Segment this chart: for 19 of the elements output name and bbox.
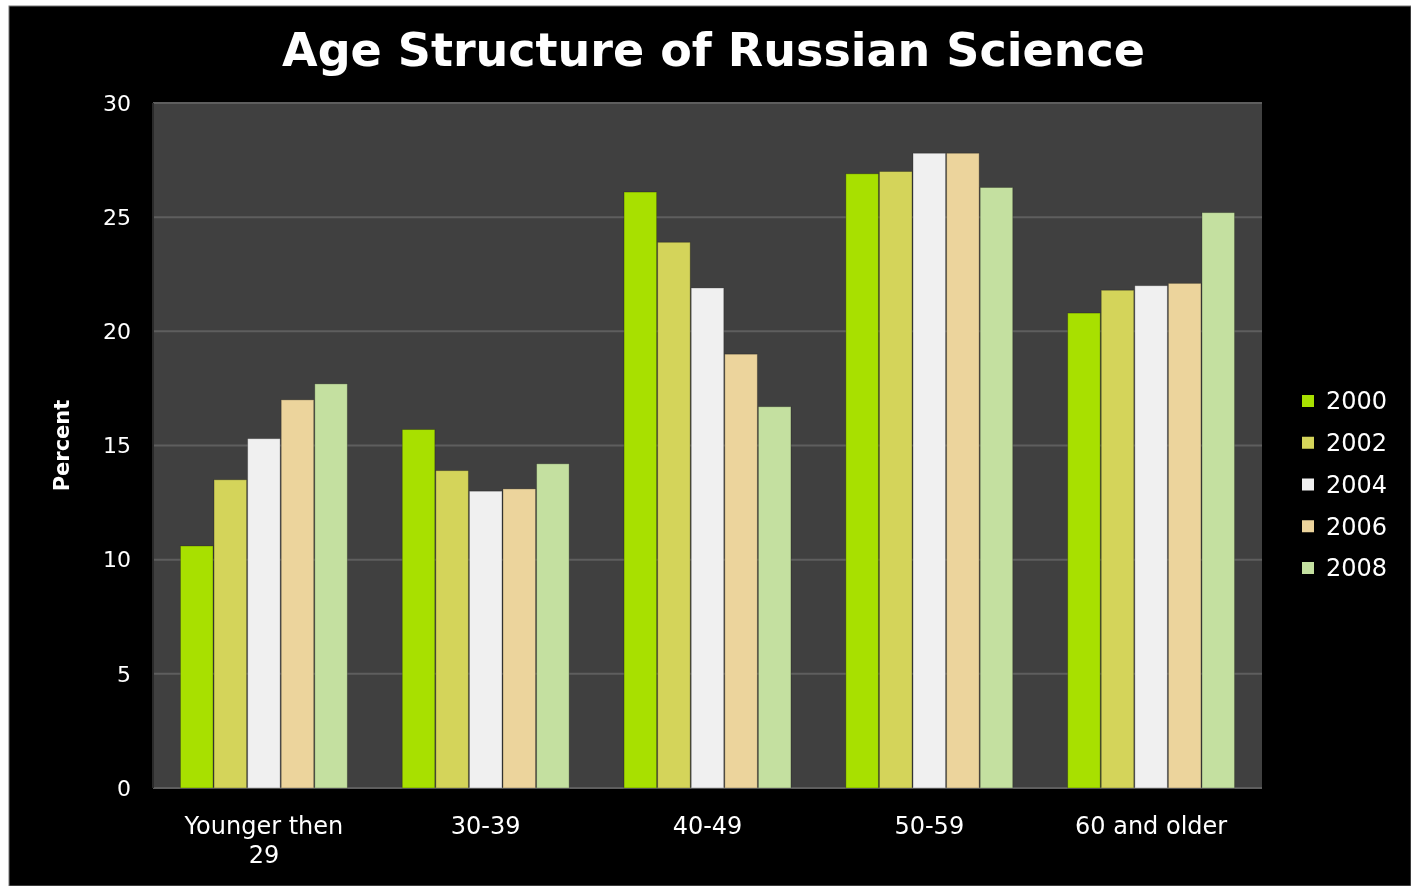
legend-label: 2004	[1326, 470, 1388, 499]
legend-label: 2006	[1326, 512, 1388, 541]
x-tick-label: 60 and older	[1075, 812, 1228, 840]
x-tick-label: 50-59	[894, 812, 965, 840]
y-tick-label: 15	[103, 433, 131, 459]
legend-label: 2002	[1326, 429, 1388, 458]
y-tick-label: 0	[117, 775, 131, 801]
y-tick-label: 5	[117, 661, 131, 687]
y-tick-label: 10	[103, 547, 131, 573]
y-axis-title: Percent	[50, 399, 74, 492]
x-tick-label: 30-39	[450, 812, 521, 840]
y-tick-label: 25	[103, 204, 131, 230]
legend-label: 2008	[1326, 554, 1388, 583]
y-tick-label: 20	[103, 319, 131, 345]
y-tick-label: 30	[103, 90, 131, 116]
legend-label: 2000	[1326, 387, 1388, 416]
x-tick-label: Younger then 29	[183, 812, 344, 869]
x-tick-label: 40-49	[672, 812, 743, 840]
chart-title: Age Structure of Russian Science	[282, 23, 1145, 77]
